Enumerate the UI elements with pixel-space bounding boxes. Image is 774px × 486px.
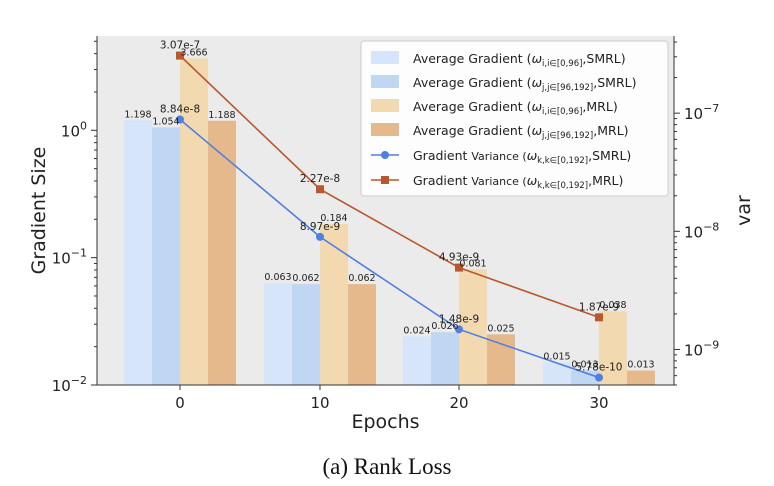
bar-value-label-s1-c0: 1.054 [152, 116, 179, 127]
lines-layer [176, 51, 603, 382]
bar-s1-c2 [431, 332, 459, 385]
bar-value-label-s3-c2: 0.025 [487, 323, 514, 334]
bar-value-label-s3-c0: 1.188 [208, 110, 235, 121]
bar-s0-c2 [403, 336, 431, 385]
line-point-s0-c0 [176, 115, 184, 124]
bar-value-label-s2-c1: 0.184 [320, 213, 347, 224]
legend-label-4: Gradient Variance (ωk,k∈[0,192],SMRL) [413, 148, 631, 166]
x-tick-label-2: 20 [449, 394, 468, 412]
line-point-s0-c3 [595, 373, 603, 382]
bar-value-label-s0-c3: 0.015 [543, 352, 570, 363]
x-tick-label-3: 30 [589, 394, 608, 412]
bar-s0-c0 [124, 120, 152, 385]
line-point-s1-c3 [595, 313, 603, 322]
line-value-label-s0-c2: 1.48e-9 [439, 313, 479, 325]
line-series-0 [179, 118, 600, 379]
legend-swatch-0 [371, 51, 399, 64]
line-value-label-s0-c1: 8.97e-9 [300, 221, 340, 233]
x-tick-label-1: 10 [310, 394, 329, 412]
bar-value-label-s2-c3: 0.038 [599, 300, 626, 311]
bar-value-label-s0-c1: 0.063 [264, 272, 291, 283]
line-value-label-s1-c0: 3.07e-7 [160, 40, 200, 52]
bar-s3-c2 [487, 334, 515, 385]
line-point-s0-c2 [455, 325, 463, 334]
bar-value-label-s0-c2: 0.024 [403, 326, 430, 337]
labels-layer: 1.198 0.063 0.024 0.015 1.054 0.062 0.026 0.013… [124, 40, 654, 374]
bar-s2-c1 [320, 223, 348, 385]
bar-s0-c3 [543, 362, 571, 385]
bar-s3-c0 [208, 120, 236, 385]
bar-value-label-s1-c1: 0.062 [292, 273, 319, 284]
line-point-s1-c0 [176, 51, 184, 60]
bar-value-label-s3-c3: 0.013 [627, 359, 654, 370]
legend-label-5: Gradient Variance (ωk,k∈[0,192],MRL) [413, 173, 623, 191]
bar-value-label-s3-c1: 0.062 [348, 273, 375, 284]
bar-s3-c1 [348, 284, 376, 385]
y-tick-label-0: 10−2 [52, 374, 87, 395]
line-point-s0-c1 [316, 232, 324, 241]
bar-value-label-s1-c3: 0.013 [571, 359, 598, 370]
line-value-label-s0-c3: 5.78e-10 [576, 362, 623, 374]
y-axis-title: Gradient Size [28, 147, 50, 275]
bar-s2-c3 [599, 311, 627, 385]
bars-layer [124, 58, 655, 386]
bar-value-label-s1-c2: 0.026 [431, 321, 458, 332]
legend-label-2: Average Gradient (ωi,i∈[0,96],MRL) [413, 99, 618, 117]
line-value-label-s1-c2: 4.93e-9 [439, 252, 479, 264]
y2-tick-label-0: 10−9 [684, 338, 719, 359]
line-value-label-s1-c1: 2.27e-8 [300, 173, 340, 185]
axes-layer: 0 10 20 30 10−2 10−1 100 10−9 10−8 10−7 [52, 36, 719, 412]
legend-marker-1 [381, 176, 389, 184]
line-point-s1-c1 [316, 185, 324, 194]
bar-s1-c0 [152, 127, 180, 386]
bar-s1-c1 [292, 284, 320, 385]
y2-tick-label-1: 10−8 [684, 220, 719, 241]
legend-label-1: Average Gradient (ωj,j∈[96,192],SMRL) [413, 75, 636, 93]
bar-s2-c2 [459, 269, 487, 385]
line-value-label-s1-c3: 1.87e-9 [579, 301, 619, 313]
legend-box [360, 40, 669, 197]
line-point-s1-c2 [455, 263, 463, 272]
y2-tick-label-2: 10−7 [684, 102, 719, 123]
legend-marker-0 [381, 151, 389, 159]
legend-label-3: Average Gradient (ωj,j∈[96,192],MRL) [413, 123, 629, 141]
bar-s2-c0 [180, 58, 208, 386]
y2-axis-title: var [733, 195, 755, 226]
bar-value-label-s2-c0: 3.666 [180, 47, 207, 58]
legend-swatch-1 [371, 75, 399, 88]
bar-s3-c3 [627, 370, 655, 385]
legend-swatch-2 [371, 99, 399, 112]
legend-label-0: Average Gradient (ωi,i∈[0,96],SMRL) [413, 51, 626, 69]
bar-s1-c3 [571, 370, 599, 385]
legend: Average Gradient (ωi,i∈[0,96],SMRL) Avera… [360, 40, 669, 197]
legend-swatch-3 [371, 123, 399, 136]
line-series-1 [179, 55, 600, 319]
line-value-label-s0-c0: 8.84e-8 [160, 103, 200, 115]
y-tick-label-1: 10−1 [52, 247, 87, 268]
bar-s0-c1 [264, 283, 292, 385]
bar-value-label-s2-c2: 0.081 [459, 258, 486, 269]
x-tick-label-0: 0 [175, 394, 185, 412]
x-axis-title: Epochs [351, 411, 419, 433]
y-tick-label-2: 100 [61, 119, 87, 140]
bar-value-label-s0-c0: 1.198 [124, 109, 151, 120]
figure-caption: (a) Rank Loss [322, 454, 451, 479]
